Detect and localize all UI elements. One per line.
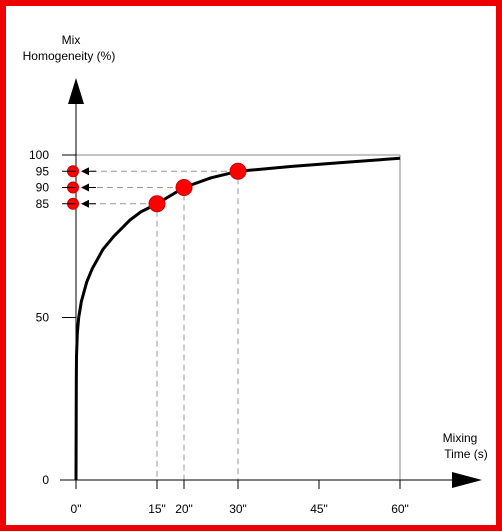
point-markers — [67, 162, 247, 213]
x-tick-label: 20" — [175, 502, 193, 516]
y-tick-label: 90 — [36, 181, 50, 195]
x-axis-ticks: 0" 15" 20" 30" 45" 60" — [71, 480, 409, 516]
y-tick-label: 50 — [36, 311, 50, 325]
x-axis-arrowhead — [452, 472, 482, 488]
x-tick-label: 30" — [229, 502, 247, 516]
y-axis-label-line-1: Mix — [62, 33, 81, 47]
x-tick-label: 0" — [71, 502, 82, 516]
x-tick-label: 60" — [391, 502, 409, 516]
y-tick-label: 100 — [29, 148, 49, 162]
y-axis-label-line-2: Homogeneity (%) — [23, 49, 116, 63]
x-tick-label: 15" — [148, 502, 166, 516]
y-tick-label: 0 — [42, 473, 49, 487]
y-axis-arrowhead — [68, 78, 84, 104]
y-axis-ticks: 0 50 85 90 95 100 — [29, 148, 76, 487]
axes — [60, 78, 482, 488]
curve-point-marker — [148, 195, 166, 213]
y-tick-label: 85 — [36, 197, 50, 211]
curve-point-marker — [229, 162, 247, 180]
y-tick-label: 95 — [36, 164, 50, 178]
x-axis-label-line-2: Time (s) — [444, 447, 488, 461]
guide-lines — [81, 167, 239, 480]
curve-point-marker — [175, 179, 193, 196]
x-tick-label: 45" — [310, 502, 328, 516]
x-axis-label-line-1: Mixing — [443, 431, 478, 445]
plot-box — [76, 154, 401, 480]
